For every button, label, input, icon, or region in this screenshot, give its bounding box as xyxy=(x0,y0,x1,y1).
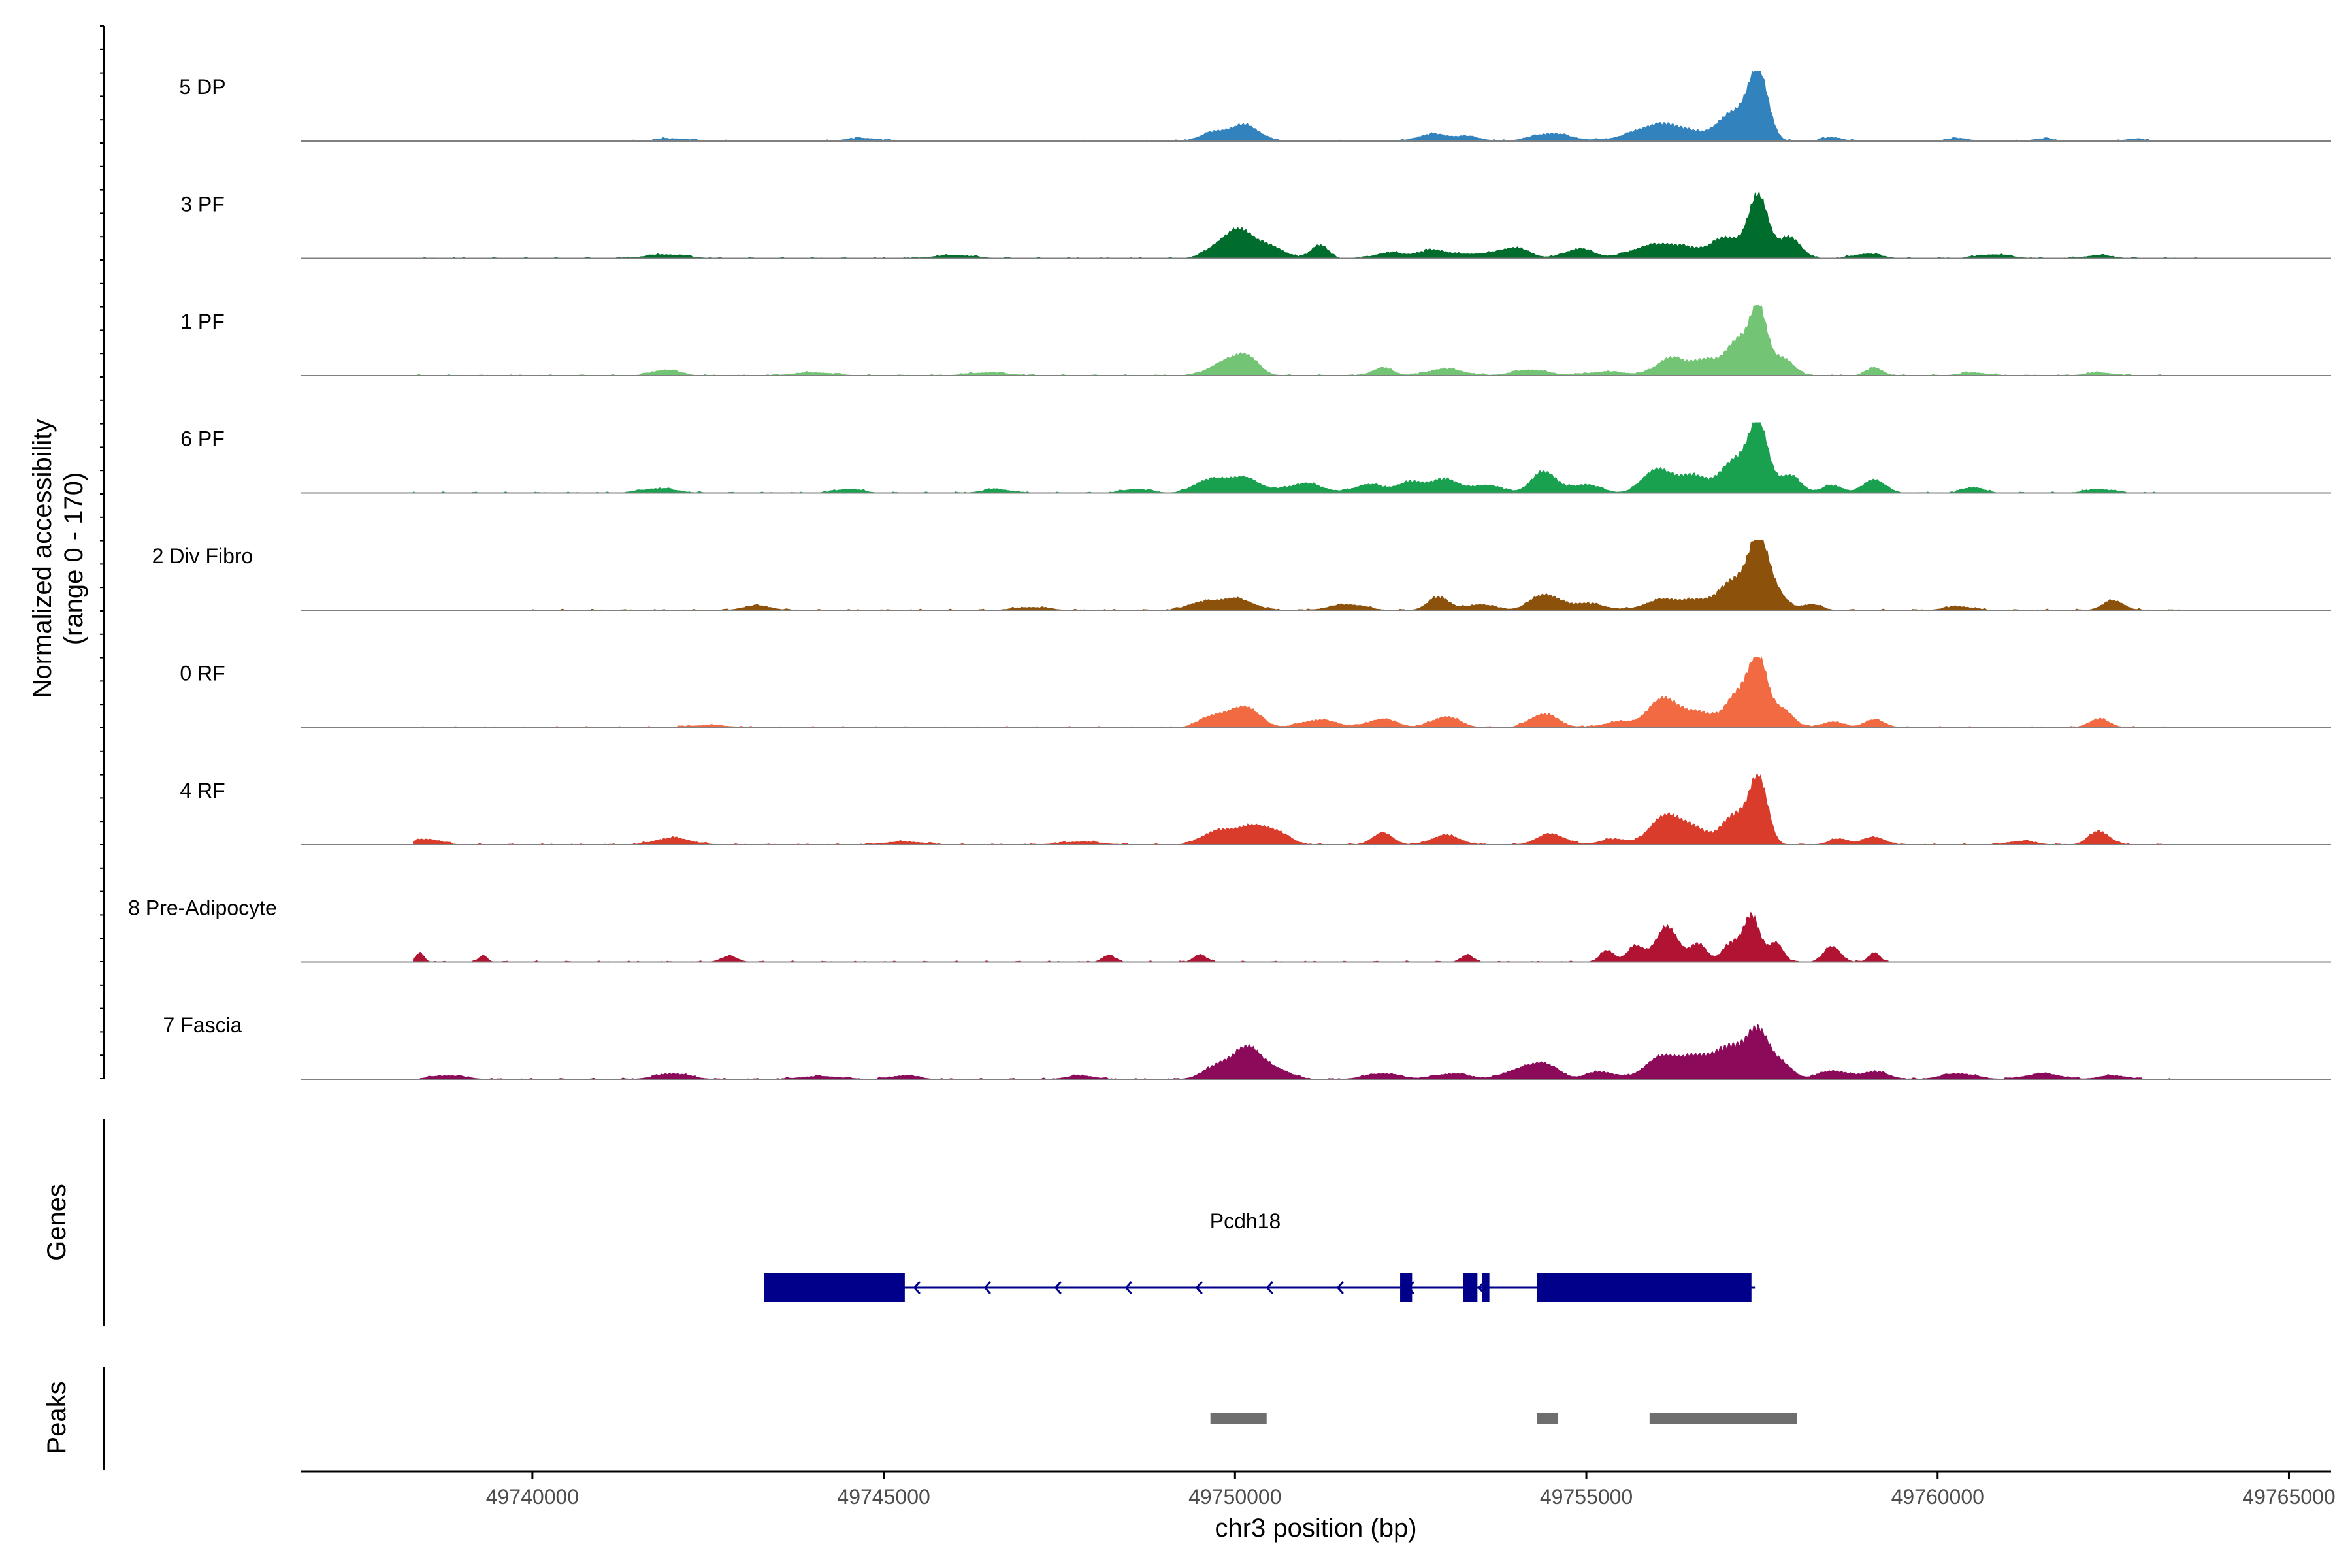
x-tick-label: 49745000 xyxy=(837,1485,930,1509)
strand-arrow-icon xyxy=(913,1281,921,1294)
gene-exon xyxy=(1482,1273,1490,1302)
x-tick-label: 49755000 xyxy=(1540,1485,1633,1509)
coverage-tracks: 5 DP 3 PF 1 PF 6 PF 2 Div Fibro 0 RF 4 RF 8 Pre… xyxy=(128,71,2331,1080)
track-3-pf: 3 PF xyxy=(180,190,2331,259)
strand-arrow-icon xyxy=(1266,1281,1273,1294)
track-6-pf: 6 PF xyxy=(180,422,2331,494)
track-1-pf: 1 PF xyxy=(180,305,2331,376)
x-tick-label: 49760000 xyxy=(1891,1485,1984,1509)
track-label: 6 PF xyxy=(180,427,225,451)
y-axis-title-line1: Normalized accessibility xyxy=(28,419,57,698)
coverage-area xyxy=(413,774,2184,845)
coverage-area xyxy=(532,540,2184,610)
x-axis-ticks: 49740000 49745000 49750000 49755000 49760000… xyxy=(486,1471,2336,1509)
coverage-area xyxy=(476,71,2184,141)
track-label: 8 Pre-Adipocyte xyxy=(128,896,277,920)
gene-pcdh18: Pcdh18 xyxy=(764,1209,1756,1302)
gene-exon xyxy=(1463,1273,1478,1302)
coverage-area xyxy=(413,305,2184,376)
x-tick-label: 49765000 xyxy=(2242,1485,2335,1509)
track-2-div-fibro: 2 Div Fibro xyxy=(152,540,2331,611)
peak-regions-track xyxy=(1210,1413,1797,1424)
track-0-rf: 0 RF xyxy=(180,657,2331,728)
coverage-area xyxy=(413,911,1889,962)
gene-track: Pcdh18 xyxy=(764,1209,1756,1302)
track-label: 3 PF xyxy=(180,193,225,216)
gene-exon xyxy=(1537,1273,1752,1302)
track-label: 5 DP xyxy=(179,75,225,99)
coverage-y-axis-ticks xyxy=(100,25,104,1079)
genes-panel-label: Genes xyxy=(42,1184,71,1261)
gene-exon xyxy=(764,1273,905,1302)
strand-arrow-icon xyxy=(1124,1281,1132,1294)
track-label: 7 Fascia xyxy=(163,1013,242,1037)
track-label: 1 PF xyxy=(180,310,225,333)
coverage-area xyxy=(413,422,2177,493)
coverage-area xyxy=(413,657,2184,728)
track-label: 0 RF xyxy=(180,662,225,685)
track-4-rf: 4 RF xyxy=(180,774,2331,845)
peaks-panel-label: Peaks xyxy=(42,1381,71,1454)
peak-region xyxy=(1537,1413,1559,1424)
coverage-area xyxy=(419,1024,2170,1079)
strand-arrow-icon xyxy=(1336,1281,1344,1294)
coverage-area xyxy=(413,190,2198,259)
gene-exon xyxy=(1400,1273,1413,1302)
x-axis-title: chr3 position (bp) xyxy=(1215,1514,1416,1543)
strand-arrow-icon xyxy=(1195,1281,1203,1294)
y-axis-title-line2: (range 0 - 170) xyxy=(59,472,88,645)
strand-arrow-icon xyxy=(983,1281,991,1294)
strand-arrow-icon xyxy=(1054,1281,1062,1294)
track-label: 4 RF xyxy=(180,779,225,802)
track-label: 2 Div Fibro xyxy=(152,544,253,568)
peak-region xyxy=(1210,1413,1267,1424)
peak-region xyxy=(1649,1413,1797,1424)
track-5-dp: 5 DP xyxy=(179,71,2331,142)
x-tick-label: 49750000 xyxy=(1188,1485,1281,1509)
x-tick-label: 49740000 xyxy=(486,1485,579,1509)
track-7-fascia: 7 Fascia xyxy=(163,1013,2331,1080)
gene-name-label: Pcdh18 xyxy=(1210,1209,1281,1233)
track-8-pre-adipocyte: 8 Pre-Adipocyte xyxy=(128,896,2331,963)
